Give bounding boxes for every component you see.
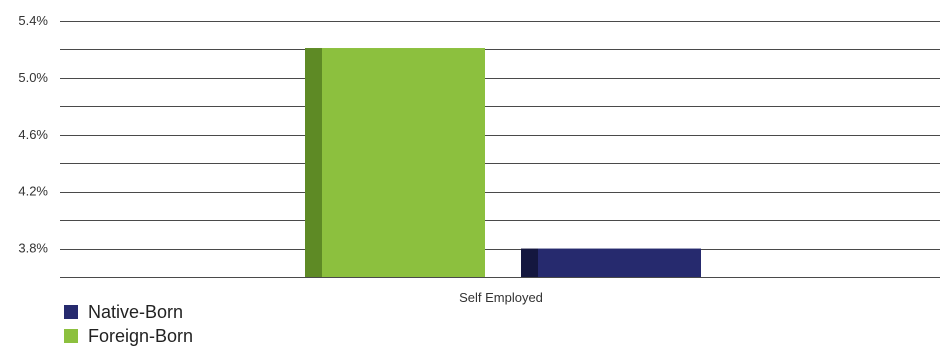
y-tick-label: 4.6% <box>18 127 48 142</box>
legend-label-native-born: Native-Born <box>88 301 184 322</box>
bar-front-native-born <box>538 248 701 277</box>
legend-swatch-foreign-born <box>64 329 78 343</box>
bars <box>305 48 701 278</box>
bar-side-native-born <box>521 248 538 277</box>
bar-native-born <box>521 248 701 277</box>
bar-front-foreign-born <box>322 48 485 278</box>
x-category-label: Self Employed <box>459 290 543 305</box>
legend-item-foreign-born: Foreign-Born <box>64 324 193 348</box>
y-tick-label: 5.0% <box>18 70 48 85</box>
y-tick-label: 4.2% <box>18 184 48 199</box>
legend-label-foreign-born: Foreign-Born <box>88 325 194 346</box>
bar-side-foreign-born <box>305 48 322 278</box>
bar-foreign-born <box>305 48 485 278</box>
x-axis-category-labels: Self Employed <box>459 290 543 305</box>
y-tick-label: 3.8% <box>18 241 48 256</box>
legend-swatch-native-born <box>64 305 78 319</box>
legend-item-native-born: Native-Born <box>64 300 193 324</box>
gridlines <box>60 21 940 278</box>
y-axis-tick-labels: 5.4% 5.0% 4.6% 4.2% 3.8% <box>18 13 48 256</box>
legend: Native-Born Foreign-Born <box>64 300 193 348</box>
y-tick-label: 5.4% <box>18 13 48 28</box>
